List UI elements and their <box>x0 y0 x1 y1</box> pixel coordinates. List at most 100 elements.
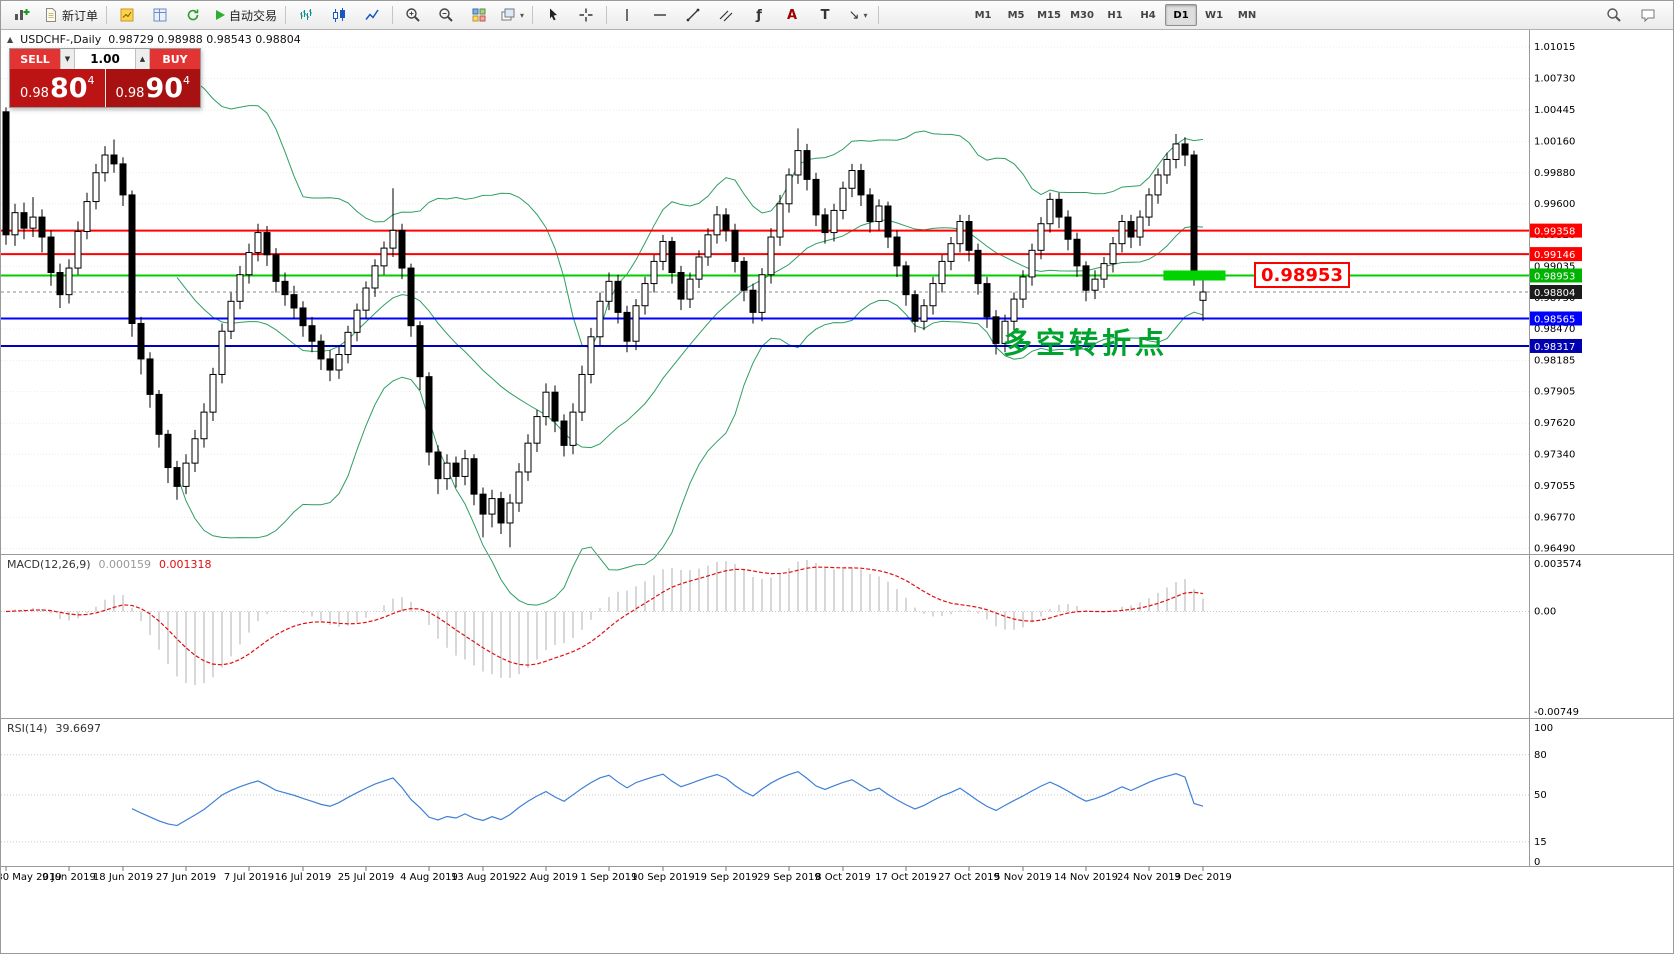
chart-annotation-text[interactable]: 多空转折点 <box>1003 326 1169 360</box>
cursor-button[interactable] <box>537 2 569 28</box>
date-label: 22 Aug 2019 <box>514 872 578 883</box>
cascade-windows-button[interactable]: ▾ <box>496 2 528 28</box>
date-label: 27 Jun 2019 <box>156 872 216 883</box>
svg-text:0.99146: 0.99146 <box>1534 250 1575 261</box>
toolbar-separator <box>606 6 608 24</box>
sell-price-pip: 4 <box>87 73 95 87</box>
date-label: 3 Dec 2019 <box>1174 872 1232 883</box>
tile-windows-icon <box>472 8 486 22</box>
svg-text:0.98953: 0.98953 <box>1534 271 1575 282</box>
rsi-value: 39.6697 <box>55 722 101 735</box>
zoom-out-button[interactable] <box>430 2 462 28</box>
buy-button[interactable]: BUY <box>150 49 200 69</box>
new-order-button[interactable]: 新订单 <box>39 2 102 28</box>
timeframe-m5[interactable]: M5 <box>1007 9 1025 21</box>
timeframe-h1[interactable]: H1 <box>1107 9 1123 21</box>
buy-price-button[interactable]: 0.98 90 4 <box>105 69 200 107</box>
horizontal-line-tool-button[interactable] <box>644 2 676 28</box>
price-axis-label: 1.00160 <box>1534 137 1575 148</box>
price-axis-label: 0.97620 <box>1534 418 1575 429</box>
volume-up-button[interactable]: ▲ <box>135 49 150 69</box>
timeframe-group: M1 M5 M15 M30 H1 H4 D1 W1 MN <box>967 4 1263 26</box>
trendline-tool-button[interactable] <box>677 2 709 28</box>
label-tool-button[interactable]: T <box>809 2 841 28</box>
new-chart-button[interactable] <box>6 2 38 28</box>
line-chart-icon <box>365 9 379 20</box>
rsi-name: RSI(14) <box>7 722 48 735</box>
vertical-line-icon <box>626 9 628 21</box>
search-button[interactable] <box>1598 2 1630 28</box>
candlestick-chart-button[interactable] <box>323 2 355 28</box>
macd-axis-label: -0.00749 <box>1534 707 1579 718</box>
timeframe-d1[interactable]: D1 <box>1165 4 1198 26</box>
new-order-icon <box>46 8 56 22</box>
toolbar-separator <box>392 6 394 24</box>
vertical-line-tool-button[interactable] <box>611 2 643 28</box>
chart-canvas[interactable]: 1.01015 1.00730 1.00445 1.00160 0.99880 0.996… <box>1 30 1673 953</box>
label-tool-icon: T <box>820 7 830 23</box>
svg-text:0.98565: 0.98565 <box>1534 314 1575 325</box>
toolbar-separator <box>285 6 287 24</box>
tile-windows-button[interactable] <box>463 2 495 28</box>
channel-tool-button[interactable] <box>710 2 742 28</box>
timeframe-m30[interactable]: M30 <box>1070 9 1094 21</box>
timeframe-mn[interactable]: MN <box>1237 9 1257 21</box>
collapse-arrow-icon[interactable]: ▲ <box>7 35 14 44</box>
volume-down-button[interactable]: ▼ <box>60 49 75 69</box>
autotrading-button[interactable]: 自动交易 <box>210 2 281 28</box>
buy-price-big: 90 <box>145 72 184 104</box>
crosshair-button[interactable] <box>570 2 602 28</box>
data-window-button[interactable] <box>144 2 176 28</box>
rsi-indicator-header: RSI(14) 39.6697 <box>7 722 101 735</box>
volume-input[interactable] <box>75 49 135 69</box>
navigator-icon <box>187 9 199 21</box>
candles-layer <box>2 107 1207 548</box>
market-watch-button[interactable] <box>111 2 143 28</box>
separators-layer <box>1 30 1673 867</box>
price-axis-badge <box>1530 247 1582 262</box>
date-label: 9 Jun 2019 <box>42 872 96 883</box>
fibonacci-icon: ƒ <box>756 7 762 23</box>
data-window-icon <box>153 8 167 22</box>
candlestick-chart-icon <box>333 8 346 22</box>
date-label: 19 Sep 2019 <box>694 872 757 883</box>
date-label: 18 Jun 2019 <box>93 872 153 883</box>
price-axis-badge <box>1530 285 1582 300</box>
sell-price-button[interactable]: 0.98 80 4 <box>10 69 106 107</box>
chat-bubble-icon <box>1641 9 1655 23</box>
price-axis-label: 0.98185 <box>1534 356 1575 367</box>
date-label: 10 Sep 2019 <box>631 872 694 883</box>
highlight-rectangle[interactable] <box>1163 270 1226 281</box>
zoom-in-button[interactable] <box>397 2 429 28</box>
date-label: 13 Aug 2019 <box>451 872 515 883</box>
timeframe-m1[interactable]: M1 <box>974 9 992 21</box>
navigator-button[interactable] <box>177 2 209 28</box>
macd-name: MACD(12,26,9) <box>7 558 91 571</box>
rsi-axis-label: 100 <box>1534 723 1553 734</box>
macd-signal-value: 0.001318 <box>159 558 212 571</box>
line-chart-button[interactable] <box>356 2 388 28</box>
text-tool-button[interactable]: A <box>776 2 808 28</box>
zoom-in-icon <box>406 8 420 22</box>
search-icon <box>1607 8 1621 22</box>
timeframe-h4[interactable]: H4 <box>1140 9 1156 21</box>
bar-chart-button[interactable] <box>290 2 322 28</box>
price-axis-label: 1.00730 <box>1534 74 1575 85</box>
channel-icon <box>719 10 733 22</box>
price-level-label[interactable]: 0.98953 <box>1254 262 1350 288</box>
feedback-button[interactable] <box>1632 2 1664 28</box>
rsi-layer: 100 80 50 15 0 <box>1 723 1553 868</box>
price-axis-label: 0.96490 <box>1534 543 1575 554</box>
sell-button[interactable]: SELL <box>10 49 60 69</box>
trendline-icon <box>686 8 700 22</box>
date-label: 14 Nov 2019 <box>1054 872 1118 883</box>
buy-price-pip: 4 <box>183 73 191 87</box>
fibonacci-tool-button[interactable]: ƒ <box>743 2 775 28</box>
arrows-tool-button[interactable]: ↘ ▾ <box>842 2 874 28</box>
arrow-tool-icon: ↘ <box>848 7 860 23</box>
price-axis-badge <box>1530 338 1582 353</box>
timeframe-m15[interactable]: M15 <box>1037 9 1061 21</box>
text-tool-icon: A <box>787 7 798 23</box>
timeframe-w1[interactable]: W1 <box>1205 9 1224 21</box>
